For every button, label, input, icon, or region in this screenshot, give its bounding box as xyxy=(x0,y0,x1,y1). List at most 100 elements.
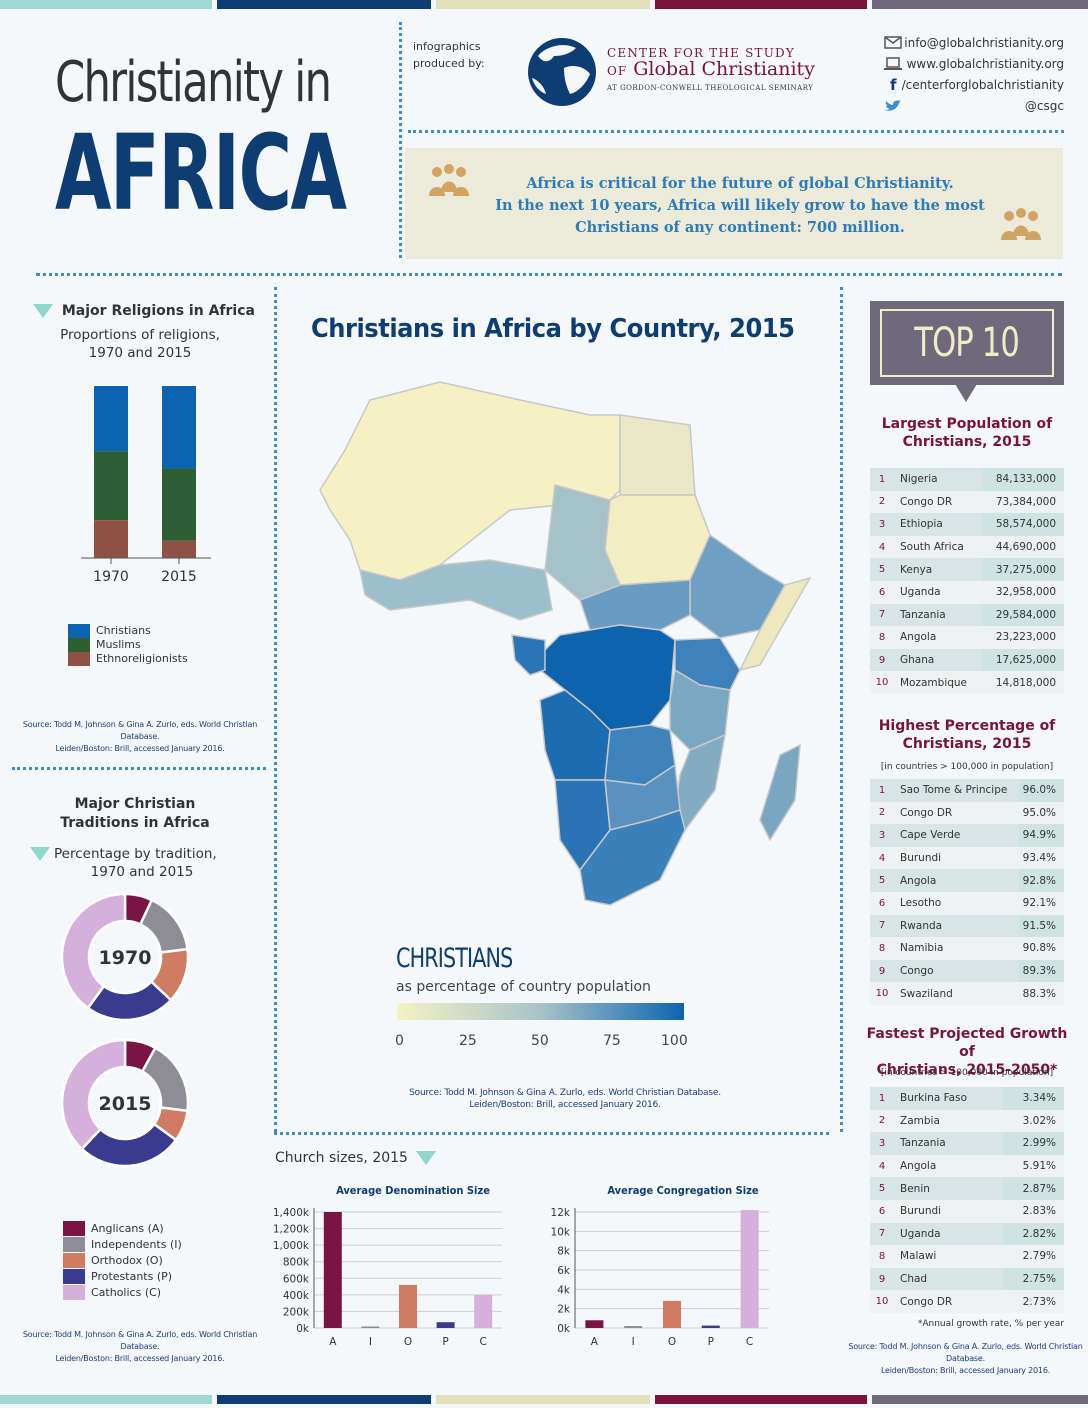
rank-cell: 5 xyxy=(870,869,894,892)
table-row: 8 Malawi 2.79% xyxy=(870,1245,1064,1268)
contact-email-row[interactable]: info@globalchristianity.org xyxy=(884,32,1064,53)
religions-stacked-bar-chart: 1970 2015 xyxy=(81,386,211,585)
laptop-icon xyxy=(884,56,902,70)
country-cell: Uganda xyxy=(894,580,982,604)
rank-cell: 7 xyxy=(870,1222,894,1246)
legend-label: Independents (I) xyxy=(91,1237,182,1251)
traditions-title: Major Christian Traditions in Africa xyxy=(20,795,250,833)
value-cell: 17,625,000 xyxy=(981,648,1064,672)
largest-title: Largest Population of Christians, 2015 xyxy=(870,415,1064,451)
value-cell: 84,133,000 xyxy=(981,468,1064,491)
bar-A xyxy=(585,1320,604,1328)
bar-A xyxy=(323,1212,342,1328)
bar-O xyxy=(663,1300,681,1328)
traditions-title1: Major Christian xyxy=(74,796,196,812)
bar-I xyxy=(361,1326,380,1328)
y-tick-label: 600k xyxy=(283,1273,310,1285)
country-cell: Rwanda xyxy=(894,914,1019,938)
banner-text: Africa is critical for the future of glo… xyxy=(475,173,1005,239)
traditions-source: Source: Todd M. Johnson & Gina A. Zurlo,… xyxy=(10,1329,270,1365)
legend-swatch xyxy=(63,1268,85,1284)
country-cell: Tanzania xyxy=(894,603,982,627)
source-line: Source: Todd M. Johnson & Gina A. Zurlo,… xyxy=(409,1088,721,1098)
table-row: 5 Angola 92.8% xyxy=(870,869,1064,892)
largest-title1: Largest Population of xyxy=(881,416,1053,432)
table-row: 10 Swaziland 88.3% xyxy=(870,982,1064,1005)
rank-cell: 6 xyxy=(870,891,894,915)
produced-by-line1: infographics xyxy=(413,40,481,53)
source-line: Leiden/Boston: Brill, accessed January 2… xyxy=(469,1100,661,1110)
church-sizes-title-row: Church sizes, 2015 xyxy=(275,1150,437,1166)
country-cell: Congo DR xyxy=(894,490,982,514)
table-row: 10 Mozambique 14,818,000 xyxy=(870,671,1064,694)
rank-cell: 2 xyxy=(870,490,894,514)
country-cell: Malawi xyxy=(894,1245,1003,1268)
map-legend-subtitle: as percentage of country population xyxy=(396,979,651,995)
source-line: Leiden/Boston: Brill, accessed January 2… xyxy=(880,1366,1051,1375)
contact-facebook-row[interactable]: f /centerforglobalchristianity xyxy=(884,74,1064,95)
y-tick-label: 8k xyxy=(557,1246,571,1258)
value-cell: 2.87% xyxy=(1002,1177,1064,1200)
org-line2: OF Global Christianity xyxy=(607,58,815,80)
table-row: 7 Uganda 2.82% xyxy=(870,1222,1064,1246)
contact-facebook[interactable]: /centerforglobalchristianity xyxy=(901,77,1064,92)
bar-I xyxy=(624,1326,643,1328)
legend-swatch xyxy=(63,1252,85,1268)
rank-cell: 3 xyxy=(870,824,894,847)
bar-ethnoreligionists-2015 xyxy=(162,540,196,558)
percentage-title: Highest Percentage of Christians, 2015 xyxy=(870,717,1064,753)
legend-label: Muslims xyxy=(96,638,141,651)
value-cell: 95.0% xyxy=(1018,801,1064,825)
contact-email[interactable]: info@globalchristianity.org xyxy=(904,35,1064,50)
map-west-africa xyxy=(359,559,553,621)
growth-note: [in countries > 100,000 in population] xyxy=(880,1068,1054,1078)
bar-ethnoreligionists-1970 xyxy=(94,520,128,558)
value-cell: 3.34% xyxy=(1002,1087,1064,1110)
title-line2: AFRICA xyxy=(55,112,347,234)
rank-cell: 4 xyxy=(870,535,894,559)
legend-swatch xyxy=(68,637,90,652)
country-cell: Angola xyxy=(894,869,1019,892)
growth-title1: Fastest Projected Growth of xyxy=(866,1026,1068,1060)
percentage-table: 1 Sao Tome & Principe 96.0% 2 Congo DR 95.0% 3… xyxy=(870,779,1064,1005)
contact-twitter[interactable]: @csgc xyxy=(1024,98,1064,113)
country-cell: Benin xyxy=(894,1177,1003,1200)
country-cell: Angola xyxy=(894,626,982,649)
country-cell: Sao Tome & Principe xyxy=(894,779,1019,802)
source-line: Leiden/Boston: Brill, accessed January 2… xyxy=(55,744,225,753)
table-row: 7 Tanzania 29,584,000 xyxy=(870,603,1064,627)
divider-top-right xyxy=(408,130,1064,133)
scale-tick: 50 xyxy=(531,1033,549,1049)
banner-line2: In the next 10 years, Africa will likely… xyxy=(495,197,985,214)
x-tick-label: C xyxy=(746,1336,753,1348)
donut-chart-1970: 1970 xyxy=(60,892,190,1022)
rank-cell: 9 xyxy=(870,1267,894,1291)
value-cell: 37,275,000 xyxy=(981,558,1064,581)
bar-P xyxy=(436,1322,455,1328)
value-cell: 89.3% xyxy=(1018,959,1064,983)
x-tick-label: O xyxy=(668,1336,676,1348)
contact-web-row[interactable]: www.globalchristianity.org xyxy=(884,53,1064,74)
donut-center-label: 2015 xyxy=(99,1093,152,1115)
rank-cell: 10 xyxy=(870,982,894,1005)
value-cell: 94.9% xyxy=(1018,824,1064,847)
country-cell: Kenya xyxy=(894,558,982,581)
table-row: 9 Ghana 17,625,000 xyxy=(870,648,1064,672)
globe-logo-icon xyxy=(528,38,596,106)
contact-web[interactable]: www.globalchristianity.org xyxy=(906,56,1064,71)
rank-cell: 3 xyxy=(870,1132,894,1155)
country-cell: Burundi xyxy=(894,1199,1003,1223)
traditions-title2: Traditions in Africa xyxy=(60,815,210,831)
legend-swatch xyxy=(63,1220,85,1236)
country-cell: Namibia xyxy=(894,937,1019,960)
traditions-legend: Anglicans (A) Independents (I) Orthodox … xyxy=(63,1220,182,1300)
x-tick-label: P xyxy=(442,1336,448,1348)
table-row: 2 Congo DR 73,384,000 xyxy=(870,490,1064,514)
contact-twitter-row[interactable]: @csgc xyxy=(884,95,1064,116)
table-row: 10 Congo DR 2.73% xyxy=(870,1290,1064,1313)
org-line2-of: OF xyxy=(607,64,628,78)
table-row: 3 Cape Verde 94.9% xyxy=(870,824,1064,847)
value-cell: 2.79% xyxy=(1002,1245,1064,1268)
twitter-icon xyxy=(885,99,901,111)
rank-cell: 9 xyxy=(870,648,894,672)
